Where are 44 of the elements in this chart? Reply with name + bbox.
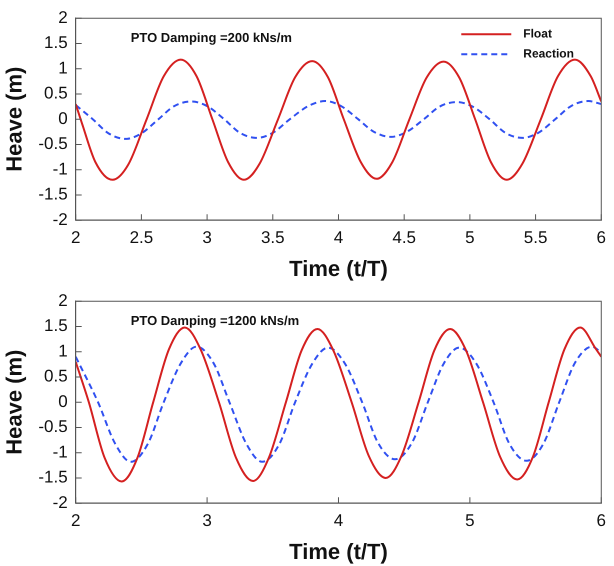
x-tick-label: 2.5 — [130, 228, 154, 248]
y-axis-title: Heave (m) — [1, 66, 26, 172]
line-series — [76, 58, 602, 181]
x-tick-label: 5 — [465, 228, 475, 248]
annotation: PTO Damping =200 kNs/m — [130, 30, 292, 45]
legend-label: Float — [523, 26, 552, 41]
y-tick-label: 0 — [58, 108, 68, 128]
y-tick-label: -2 — [52, 492, 68, 512]
y-tick-label: -0.5 — [38, 134, 68, 154]
x-tick-label: 3 — [202, 511, 212, 530]
y-tick-label: -2 — [52, 210, 68, 229]
x-axis-title: Time (t/T) — [289, 538, 388, 564]
y-tick-label: 1 — [58, 341, 68, 360]
x-tick-label: 3 — [202, 228, 212, 248]
x-tick-label: 5 — [465, 511, 475, 530]
x-tick-label: 6 — [596, 228, 606, 248]
x-tick-label: 2 — [70, 228, 80, 248]
y-tick-label: 1.5 — [44, 316, 68, 336]
x-tick-label: 6 — [596, 511, 606, 530]
x-tick-label: 4 — [334, 511, 344, 530]
line-series — [76, 326, 602, 482]
x-axis-title: Time (t/T) — [289, 256, 388, 281]
y-tick-label: 1 — [58, 58, 68, 78]
y-axis-title: Heave (m) — [1, 350, 26, 455]
x-tick-label: 4.5 — [392, 228, 416, 248]
y-tick-label: -1 — [52, 442, 68, 462]
y-tick-label: 0.5 — [44, 366, 68, 386]
x-tick-label: 2 — [70, 511, 80, 530]
x-tick-label: 3.5 — [260, 228, 285, 248]
y-tick-label: 0 — [58, 392, 68, 411]
line-series — [76, 346, 602, 463]
y-tick-label: 0.5 — [44, 84, 68, 103]
y-tick-label: -1 — [52, 159, 68, 178]
y-tick-label: 1.5 — [44, 33, 68, 52]
y-tick-label: -1.5 — [38, 468, 68, 487]
line-series — [76, 100, 602, 140]
legend-label: Reaction — [523, 46, 574, 61]
y-tick-label: 2 — [58, 8, 68, 27]
y-tick-label: 2 — [58, 290, 68, 310]
y-tick-label: -0.5 — [38, 417, 68, 436]
x-tick-label: 5.5 — [524, 228, 548, 248]
x-tick-label: 4 — [334, 228, 344, 248]
annotation: PTO Damping =1200 kNs/m — [130, 312, 300, 328]
y-tick-label: -1.5 — [38, 184, 68, 204]
